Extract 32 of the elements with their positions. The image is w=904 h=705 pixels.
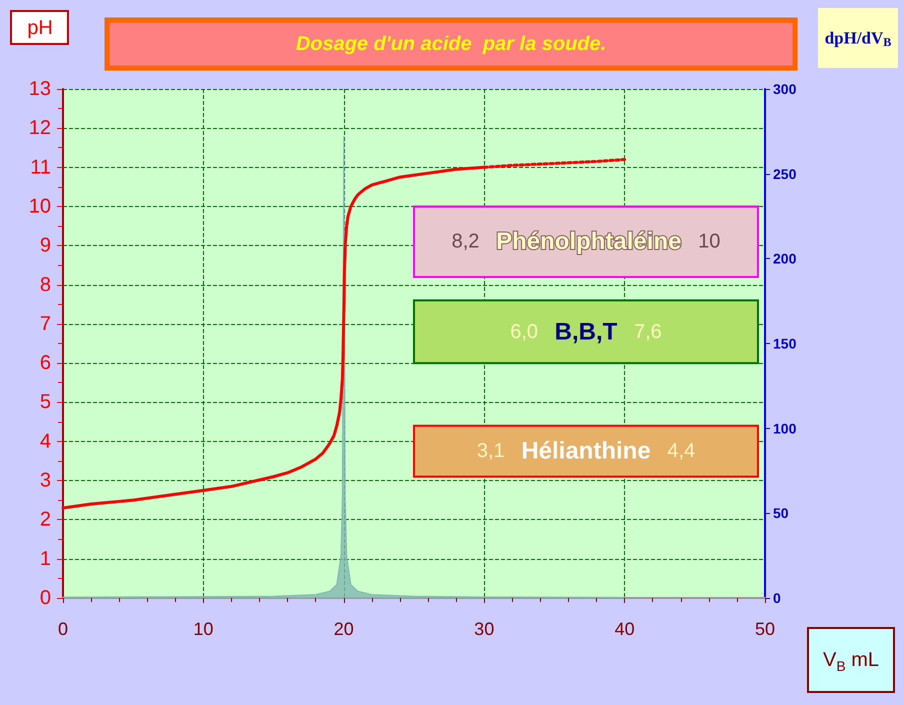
- y2-tick-label: 200: [773, 250, 797, 267]
- y2-tick-label: 100: [773, 420, 797, 436]
- y2-tick-label: 250: [773, 166, 797, 182]
- y-tick-label: 1: [40, 548, 51, 570]
- y-tick-label: 10: [28, 195, 51, 218]
- band-label: 8,2 Phénolphtaléine 10: [452, 228, 720, 256]
- y-tick-label: 2: [40, 508, 51, 531]
- y2-tick-label: 150: [773, 336, 797, 352]
- x-tick-label: 40: [614, 619, 635, 639]
- y-tick-label: 4: [40, 430, 51, 452]
- y-tick-label: 12: [28, 117, 51, 140]
- y-tick-label: 6: [40, 352, 51, 374]
- y-tick-label: 11: [30, 156, 51, 178]
- y-tick-label: 7: [40, 312, 51, 335]
- band-label: 6,0 B,B,T 7,6: [510, 318, 662, 346]
- y2-tick-label: 0: [773, 590, 781, 606]
- x-tick-label: 30: [474, 619, 494, 639]
- y-tick-label: 5: [40, 391, 51, 414]
- chart-title: Dosage d'un acide par la soude.: [296, 33, 606, 55]
- y-tick-label: 13: [28, 78, 51, 100]
- y-tick-label: 0: [40, 587, 51, 609]
- x-tick-label: 0: [58, 619, 68, 639]
- y2-tick-label: 300: [773, 81, 797, 97]
- x-tick-label: 10: [193, 619, 214, 639]
- y-tick-label: 8: [40, 274, 51, 296]
- x-tick-label: 50: [754, 619, 776, 639]
- band-label: 3,1 Hélianthine 4,4: [476, 438, 696, 465]
- x-tick-label: 20: [334, 619, 354, 639]
- y-axis-title: pH: [27, 17, 53, 39]
- y-tick-label: 3: [40, 470, 51, 492]
- y2-tick-label: 50: [773, 505, 789, 522]
- y-tick-label: 9: [40, 234, 51, 257]
